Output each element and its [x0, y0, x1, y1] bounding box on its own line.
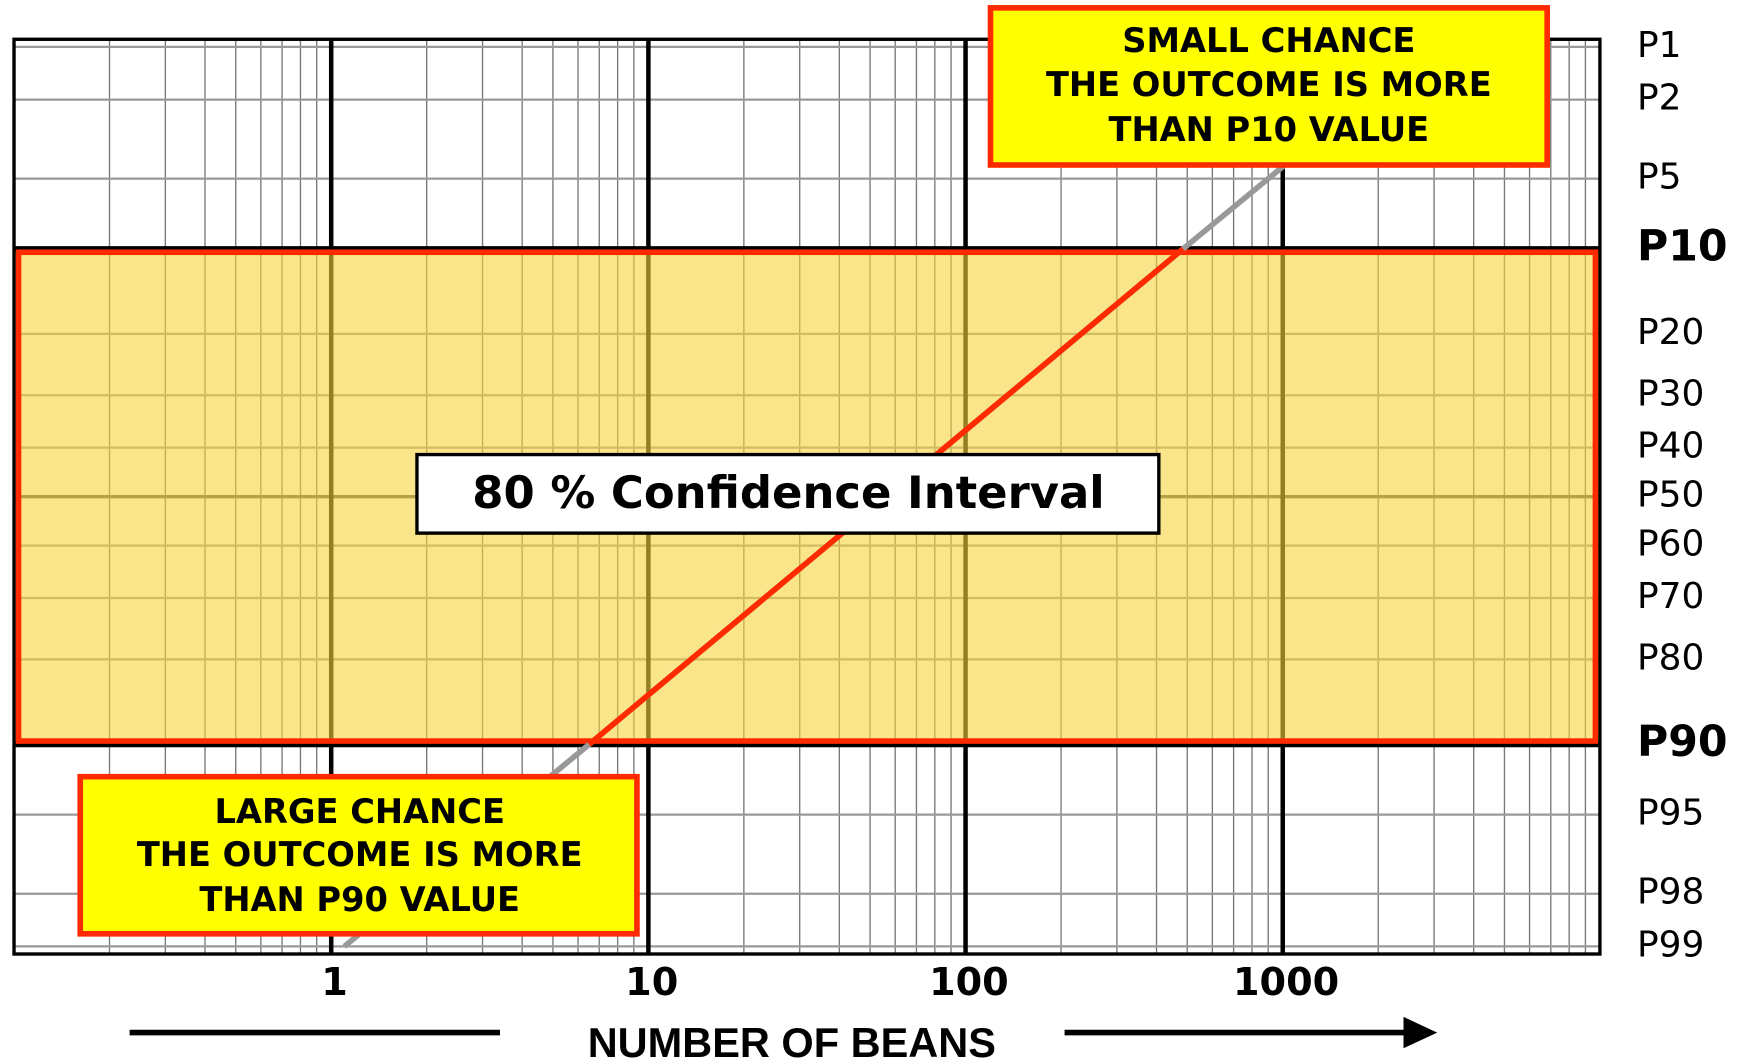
x-tick-label: 10	[625, 960, 678, 1004]
y-tick-label: P70	[1637, 576, 1704, 617]
y-tick-label: P90	[1637, 717, 1728, 767]
y-tick-label: P5	[1637, 157, 1681, 198]
x-tick-label: 1	[321, 960, 348, 1004]
y-tick-label: P95	[1637, 793, 1704, 834]
annotation-text: THAN P90 VALUE	[199, 880, 520, 919]
x-axis-title: NUMBER OF BEANS	[588, 1019, 996, 1064]
annotation-text: SMALL CHANCE	[1122, 21, 1415, 60]
annotation-box	[77, 773, 640, 937]
y-tick-label: P30	[1637, 373, 1704, 414]
y-tick-label: P99	[1637, 924, 1704, 965]
band-border	[15, 249, 1599, 744]
y-tick-label: P2	[1637, 78, 1681, 119]
arrow-head	[1403, 1016, 1438, 1049]
annotation-box	[987, 5, 1550, 168]
y-tick-label: P20	[1637, 312, 1704, 353]
annotation-text: THE OUTCOME IS MORE	[137, 835, 583, 874]
band-label-box	[415, 452, 1161, 535]
y-tick-label: P50	[1637, 475, 1704, 516]
band-label: 80 % Confidence Interval	[472, 466, 1104, 519]
y-tick-label: P98	[1637, 872, 1704, 913]
y-tick-label: P10	[1637, 221, 1728, 271]
x-tick-label: 100	[929, 960, 1009, 1004]
y-tick-label: P1	[1637, 25, 1681, 66]
y-tick-label: P40	[1637, 426, 1704, 467]
x-tick-label: 1000	[1233, 960, 1339, 1004]
annotation-text: LARGE CHANCE	[214, 792, 505, 831]
annotation-text: THE OUTCOME IS MORE	[1046, 65, 1492, 104]
y-tick-label: P60	[1637, 524, 1704, 565]
plot-frame	[12, 37, 1602, 956]
y-tick-label: P80	[1637, 637, 1704, 678]
annotation-text: THAN P10 VALUE	[1108, 110, 1429, 149]
